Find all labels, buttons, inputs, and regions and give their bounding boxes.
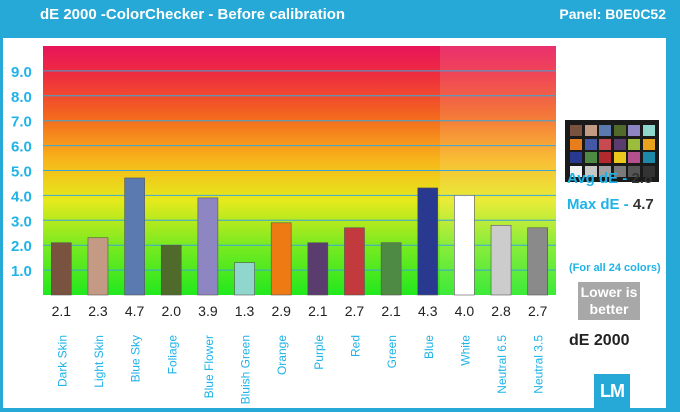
y-tick-label: 8.0 (11, 89, 32, 106)
value-label: 2.9 (271, 303, 291, 319)
bar-purple (307, 242, 329, 296)
max-de-label: Max dE - (567, 196, 629, 213)
value-label: 2.7 (528, 303, 548, 319)
value-label: 2.1 (52, 303, 72, 319)
y-tick-label: 5.0 (11, 164, 32, 181)
bar-bluish-green (234, 262, 255, 296)
value-label: 2.3 (88, 303, 108, 319)
category-label: Orange (275, 335, 289, 375)
category-label: Dark Skin (55, 335, 69, 387)
bar-chart: 1.0 2.0 3.0 4.0 5.0 6.0 7.0 8.0 9.0 2.1 Dark Skin 2… (11, 46, 556, 404)
category-label: Bluish Green (239, 335, 253, 404)
colorchecker-swatch (613, 138, 626, 150)
y-tick-label: 1.0 (11, 263, 32, 280)
bar-blue (417, 187, 439, 296)
y-tick-label: 3.0 (11, 213, 32, 230)
colorchecker-swatch (642, 125, 655, 136)
max-de-summary: Max dE - 4.7 (567, 196, 654, 213)
bar-blue-flower (197, 197, 219, 296)
colorchecker-swatch (642, 165, 655, 177)
bar-neutral-3.5 (527, 227, 548, 296)
category-label: Red (348, 335, 362, 357)
colorchecker-swatch (584, 152, 597, 163)
y-tick-label: 7.0 (11, 114, 32, 131)
colorchecker-swatch (599, 152, 611, 163)
category-label: Blue (422, 335, 436, 359)
colorchecker-swatch (628, 138, 640, 150)
colorchecker-swatch (584, 138, 597, 150)
value-label: 3.9 (198, 303, 218, 319)
value-label: 2.1 (381, 303, 401, 319)
lower-line-1: Lower is (580, 284, 638, 300)
colorchecker-swatch (613, 165, 626, 177)
bar-red (344, 227, 365, 296)
unit-label: dE 2000 (569, 332, 630, 349)
category-label: White (458, 335, 472, 366)
value-label: 4.3 (418, 303, 438, 319)
category-label: Blue Flower (202, 335, 216, 398)
colorchecker-swatch (613, 152, 626, 163)
panel-id-label: Panel: B0E0C52 (559, 6, 666, 22)
value-label: 4.7 (125, 303, 145, 319)
y-tick-label: 9.0 (11, 64, 32, 81)
category-label: Green (385, 335, 399, 368)
category-label: Purple (312, 335, 326, 370)
bar-orange (270, 222, 292, 296)
avg-de-value: 2.8 (631, 170, 653, 187)
colorchecker-swatch (570, 165, 582, 177)
chart-title: dE 2000 -ColorChecker - Before calibrati… (40, 6, 346, 23)
category-label: Light Skin (92, 335, 106, 388)
bar-light-skin (87, 237, 109, 296)
category-label: Neutral 6.5 (495, 335, 509, 394)
bar-dark-skin (51, 242, 72, 296)
colorchecker-swatch (599, 165, 611, 177)
y-tick-label: 6.0 (11, 139, 32, 156)
colorchecker-swatch (628, 152, 640, 163)
value-label: 4.0 (455, 303, 475, 319)
value-label: 1.3 (235, 303, 255, 319)
laptopmedia-logo: LM (594, 374, 630, 408)
bar-green (380, 242, 402, 296)
colorchecker-swatch (599, 125, 611, 136)
avg-de-summary: Avg dE - 2.8 (567, 170, 652, 187)
bar-white (454, 195, 475, 296)
colorchecker-swatch (642, 152, 655, 163)
category-label: Blue Sky (129, 335, 143, 382)
value-label: 2.7 (345, 303, 365, 319)
category-label: Foliage (165, 335, 179, 375)
colorchecker-swatch (599, 138, 611, 150)
colorchecker-swatch-grid (565, 120, 659, 182)
category-label: Neutral 3.5 (532, 335, 546, 394)
colorchecker-swatch (613, 125, 626, 136)
value-label: 2.1 (308, 303, 328, 319)
colorchecker-swatch (570, 125, 582, 136)
lower-line-2: better (589, 301, 629, 317)
colorchecker-swatch (628, 165, 640, 177)
colorchecker-swatch (642, 138, 655, 150)
avg-de-label: Avg dE - (567, 170, 628, 187)
colorchecker-swatch (570, 152, 582, 163)
colorchecker-swatch (570, 138, 582, 150)
colorchecker-swatch (628, 125, 640, 136)
all-colors-note: (For all 24 colors) (569, 262, 661, 274)
bar-blue-sky (124, 177, 145, 296)
bar-foliage (160, 244, 182, 296)
bar-neutral-6.5 (490, 224, 512, 296)
y-tick-label: 4.0 (11, 188, 32, 205)
lower-is-better-badge: Lower is better (578, 282, 640, 320)
chart-canvas: 1.0 2.0 3.0 4.0 5.0 6.0 7.0 8.0 9.0 2.1 Dark Skin 2… (3, 38, 666, 408)
max-de-value: 4.7 (632, 196, 654, 213)
value-label: 2.8 (491, 303, 511, 319)
colorchecker-swatch (584, 125, 597, 136)
y-tick-label: 2.0 (11, 238, 32, 255)
value-label: 2.0 (162, 303, 182, 319)
colorchecker-swatch (584, 165, 597, 177)
